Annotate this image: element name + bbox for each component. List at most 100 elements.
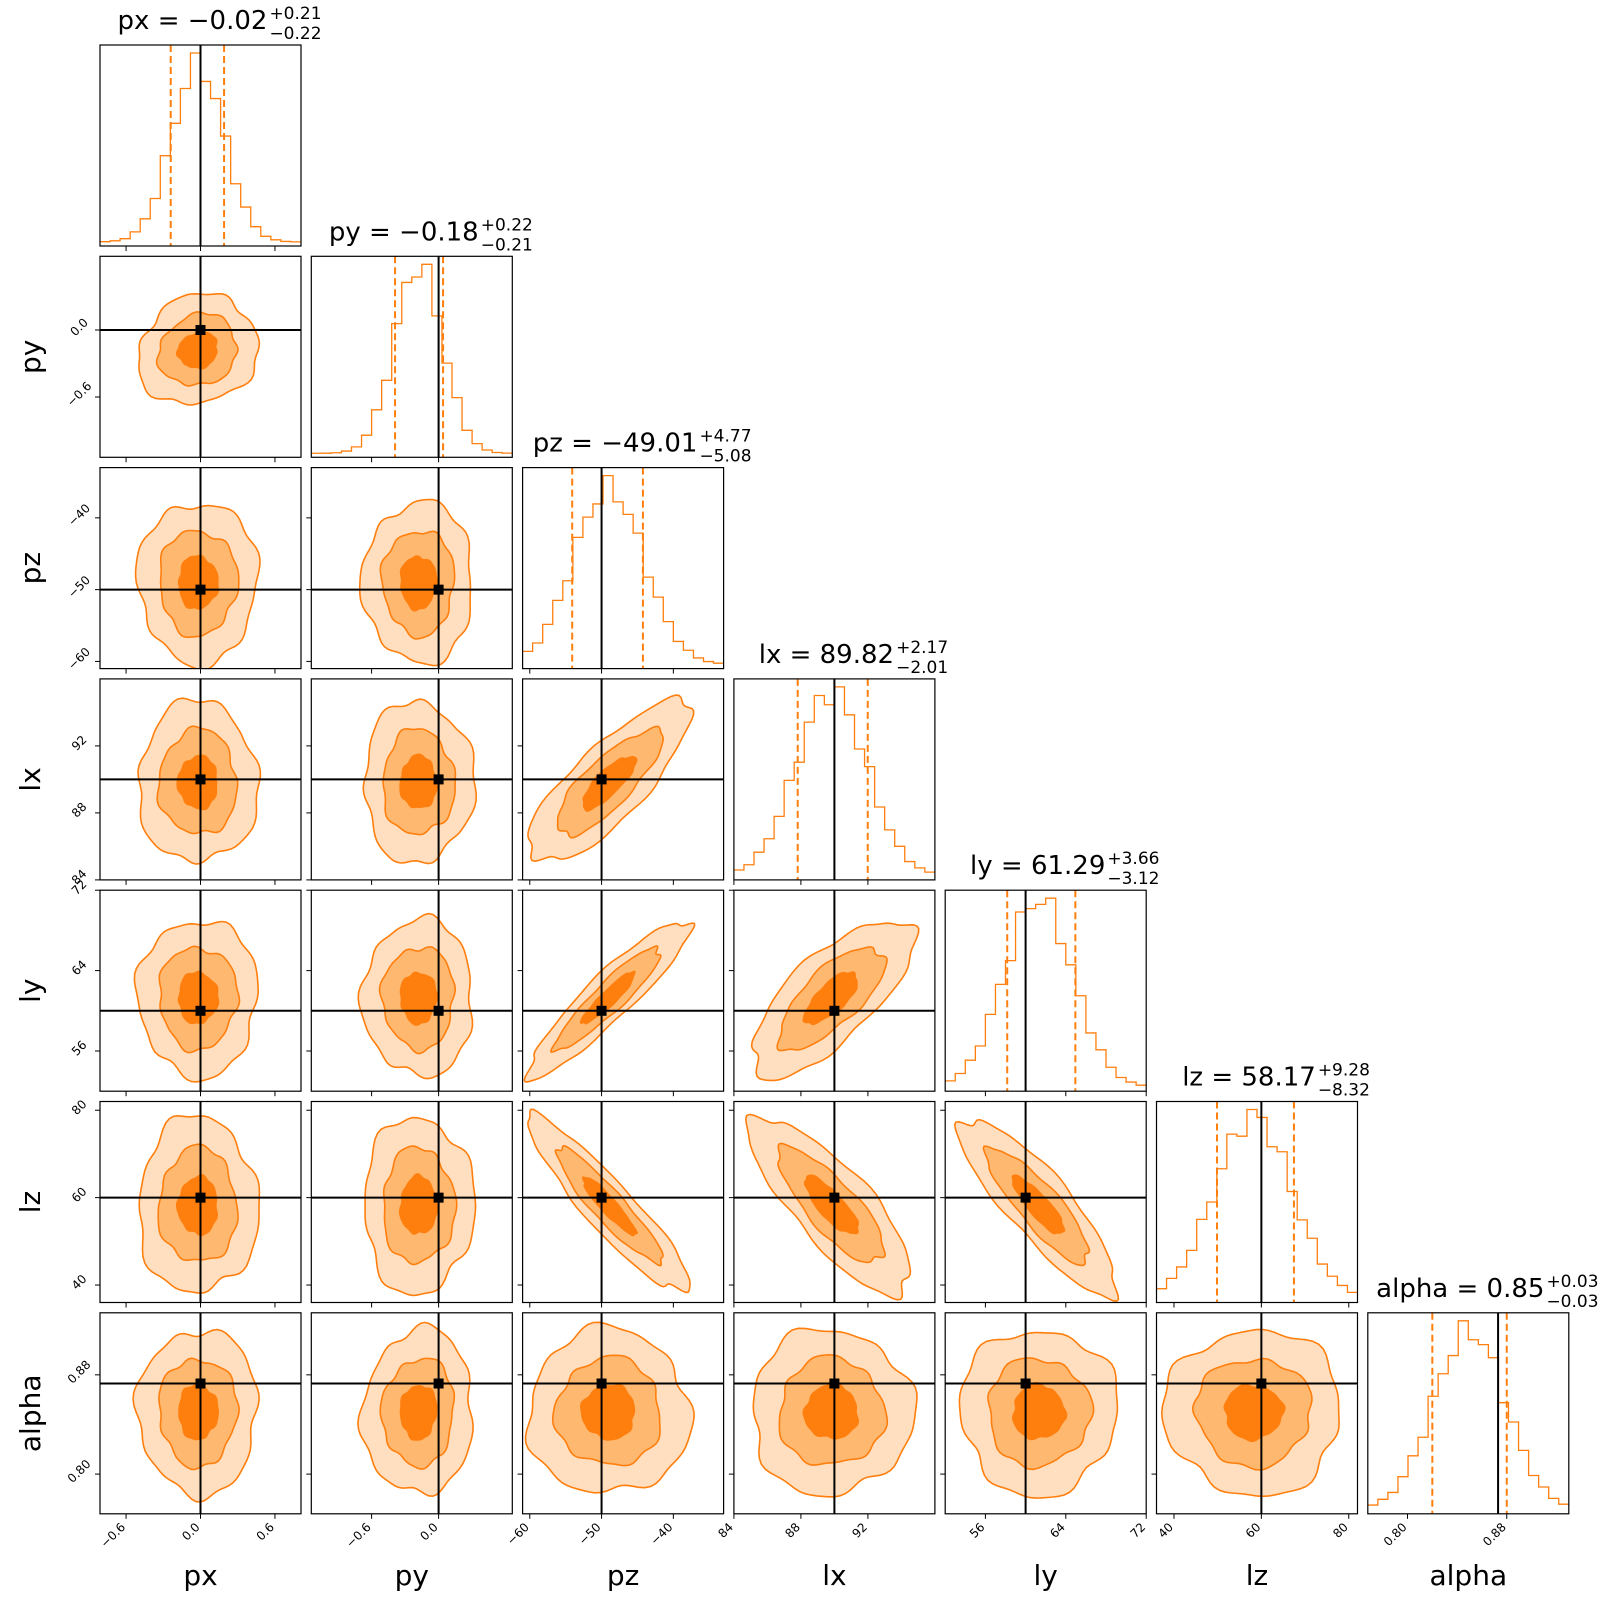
x-axis-label-alpha: alpha — [1429, 1559, 1507, 1592]
contour-panel-px-lz — [95, 1100, 302, 1308]
contour-panel-ly-lz — [940, 1100, 1147, 1308]
histogram-panel-lz — [1155, 1100, 1359, 1308]
truth-marker — [829, 1192, 840, 1203]
histogram-panel-alpha — [1367, 1312, 1570, 1519]
title-lower-alpha: −0.03 — [1546, 1292, 1598, 1312]
y-axis-label-lx: lx — [14, 767, 47, 791]
truth-marker — [195, 774, 206, 785]
contour-panel-lx-alpha — [728, 1312, 936, 1519]
contour-panel-pz-ly — [517, 889, 725, 1097]
x-tick-label-pz: −60 — [504, 1520, 532, 1548]
y-axis-label-ly: ly — [14, 979, 47, 1003]
x-tick-label-ly: 72 — [1128, 1520, 1149, 1541]
y-tick-label-alpha: 0.88 — [65, 1358, 94, 1387]
contour-level-3 — [802, 1381, 860, 1440]
contour-panel-pz-lz — [517, 1100, 725, 1308]
x-tick-label-ly: 56 — [967, 1520, 988, 1541]
contour-panel-px-py — [95, 255, 302, 463]
x-tick-label-ly: 64 — [1047, 1520, 1068, 1541]
contour-level-3 — [579, 1384, 636, 1441]
contour-level-3 — [398, 1173, 439, 1235]
panel-frame — [310, 1100, 513, 1304]
title-upper-py: +0.22 — [481, 215, 533, 235]
panel-frame — [310, 889, 513, 1092]
contour-level-3 — [399, 971, 439, 1026]
panel-frame — [1155, 1312, 1359, 1515]
histogram-panel-ly — [944, 889, 1147, 1097]
panel-frame — [521, 1100, 725, 1304]
contour-level-3 — [582, 755, 638, 812]
truth-marker — [195, 1192, 206, 1203]
contour-panel-py-alpha — [306, 1312, 513, 1519]
truth-marker — [195, 1005, 206, 1016]
x-tick-label-lx: 92 — [849, 1520, 870, 1541]
y-tick-label-pz: −50 — [65, 573, 93, 601]
panel-frame — [944, 1100, 1147, 1304]
title-py: py = −0.18 — [329, 217, 479, 247]
contour-level-3 — [581, 1176, 638, 1237]
title-upper-pz: +4.77 — [699, 427, 751, 447]
panel-frame — [521, 889, 725, 1092]
title-px: px = −0.02 — [118, 6, 268, 36]
y-tick-label-pz: −40 — [65, 501, 93, 529]
x-tick-label-py: −0.6 — [343, 1520, 374, 1551]
histogram-panel-lx — [733, 678, 936, 885]
panel-frame — [310, 678, 513, 881]
x-tick-label-alpha: 0.80 — [1381, 1520, 1410, 1549]
truth-marker — [596, 1192, 607, 1203]
x-tick-label-px: 0.6 — [254, 1520, 277, 1543]
panel-frame — [310, 1312, 513, 1515]
histogram-steps — [1367, 1320, 1569, 1506]
title-lower-pz: −5.08 — [699, 447, 751, 467]
contour-level-3 — [803, 1174, 860, 1235]
contour-panel-py-pz — [306, 467, 513, 674]
y-tick-label-lx: 92 — [69, 733, 90, 754]
truth-marker — [433, 1005, 444, 1016]
y-tick-label-lz: 80 — [69, 1097, 90, 1118]
truth-marker — [1020, 1192, 1031, 1203]
panel-frame — [1155, 1100, 1359, 1304]
x-axis-label-py: py — [395, 1559, 429, 1592]
title-pz: pz = −49.01 — [533, 429, 698, 459]
histogram-panel-px — [99, 44, 302, 251]
truth-marker — [829, 1378, 840, 1389]
truth-marker — [1256, 1378, 1267, 1389]
contour-panel-py-lz — [306, 1100, 513, 1308]
title-upper-ly: +3.66 — [1107, 849, 1159, 869]
x-tick-label-pz: −50 — [576, 1520, 604, 1548]
truth-marker — [596, 774, 607, 785]
contour-level-3 — [178, 1384, 220, 1441]
panel-frame — [310, 467, 513, 670]
truth-marker — [433, 584, 444, 595]
x-axis-label-ly: ly — [1034, 1559, 1058, 1592]
histogram-panel-py — [310, 255, 513, 463]
contour-panel-lx-lz — [728, 1100, 936, 1308]
panel-frame — [521, 467, 725, 670]
title-upper-alpha: +0.03 — [1546, 1272, 1598, 1292]
histogram-steps — [522, 474, 724, 664]
truth-marker — [829, 1005, 840, 1016]
contour-level-3 — [1223, 1383, 1286, 1443]
truth-marker — [195, 325, 206, 335]
contour-panel-pz-alpha — [517, 1312, 725, 1519]
truth-marker — [195, 584, 206, 595]
contour-level-3 — [399, 1385, 438, 1441]
x-tick-label-lz: 60 — [1243, 1520, 1264, 1541]
title-lz: lz = 58.17 — [1182, 1063, 1316, 1093]
title-lower-py: −0.21 — [481, 235, 533, 255]
y-axis-label-pz: pz — [14, 552, 47, 584]
title-lower-lz: −8.32 — [1318, 1081, 1370, 1101]
x-tick-label-px: 0.0 — [179, 1520, 202, 1543]
panel-frame — [521, 678, 725, 881]
x-tick-label-lz: 80 — [1330, 1520, 1351, 1541]
contour-panel-lx-ly — [728, 889, 936, 1097]
contour-panel-py-ly — [306, 889, 513, 1097]
contour-panel-ly-alpha — [940, 1312, 1147, 1519]
contour-panel-pz-lx — [517, 678, 725, 885]
histogram-steps — [945, 897, 1147, 1086]
truth-marker — [596, 1378, 607, 1389]
title-lx: lx = 89.82 — [759, 640, 894, 670]
histogram-steps — [1156, 1108, 1358, 1294]
contour-panel-py-lx — [306, 678, 513, 885]
